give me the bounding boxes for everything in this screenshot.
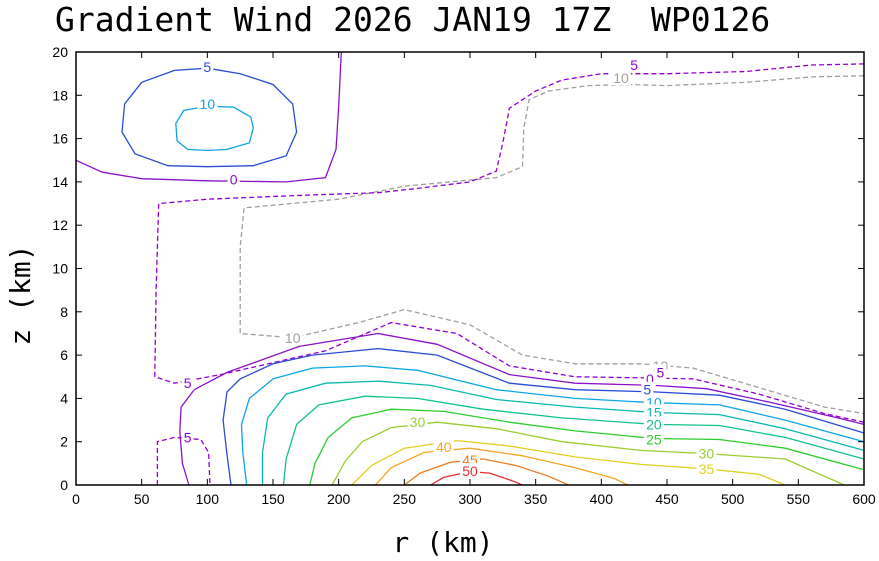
y-tick-label-8: 8: [60, 304, 68, 320]
x-tick-label-250: 250: [393, 491, 417, 507]
contour-label-bg--5-1: [181, 375, 194, 391]
contour-label-bg--10-1: [282, 329, 303, 345]
contour-label-0-0: 0: [230, 172, 238, 188]
contour-label-5-1: 5: [643, 382, 651, 398]
contour-label-bg--5-0: [628, 56, 641, 72]
y-tick-label-16: 16: [52, 131, 68, 147]
x-tick-label-150: 150: [261, 491, 285, 507]
contour-line-10-1: [240, 365, 865, 486]
contour-line-5-0: [121, 67, 298, 168]
contour-labels: 101010555500551010152025303035404550: [181, 56, 717, 479]
contour-label-10-0: 10: [200, 96, 216, 112]
x-tick-label-350: 350: [524, 491, 548, 507]
x-tick-label-500: 500: [721, 491, 745, 507]
y-tick-label-0: 0: [60, 477, 68, 493]
x-tick-label-300: 300: [458, 491, 482, 507]
y-tick-label-4: 4: [60, 390, 68, 406]
x-tick-label-600: 600: [852, 491, 876, 507]
y-tick-label-20: 20: [52, 44, 68, 60]
x-axis-ticks: 0 50 100 150 200 250 300 350 400 450 500 550 600: [72, 52, 876, 507]
contour-line-20-0: [282, 395, 865, 486]
contour-label-bg-10-0: [197, 95, 218, 111]
contour-label-0-1: 0: [646, 371, 654, 387]
contour-line-45-0: [403, 458, 569, 486]
contour-label--10-1: 10: [285, 330, 301, 346]
x-tick-label-200: 200: [327, 491, 351, 507]
contour-label-bg-30-0: [407, 414, 428, 430]
contour-line-0-1: [179, 332, 865, 486]
contour-line-40-0: [374, 447, 628, 486]
contour-line-5-1: [222, 347, 865, 486]
contour-line-0-0: [75, 51, 342, 183]
contour-label--5-3: 5: [657, 364, 665, 380]
contour-label-bg-20-0: [643, 416, 664, 432]
x-tick-label-550: 550: [787, 491, 811, 507]
contour-label-bg-35-0: [696, 460, 717, 476]
contour-label-bg-30-1: [696, 445, 717, 461]
contour-label--5-1: 5: [184, 375, 192, 391]
contour-line-30-0: [331, 421, 845, 486]
y-tick-label-14: 14: [52, 174, 68, 190]
contour-line-10-0: [175, 105, 254, 152]
contour-label-35-0: 35: [699, 461, 715, 477]
contour-label-bg--5-3: [654, 364, 667, 380]
x-axis-label: r (km): [392, 526, 493, 559]
contour-line-35-0: [351, 439, 786, 486]
contour-label-bg-50-0: [460, 462, 480, 478]
contour-label-5-0: 5: [203, 59, 211, 75]
x-tick-label-100: 100: [196, 491, 220, 507]
y-axis-ticks: 0 2 4 6 8 10 12 14 16 18 20: [52, 44, 864, 493]
contour-label-bg-0-0: [227, 171, 240, 187]
y-tick-label-2: 2: [60, 434, 68, 450]
contour-label-bg-15-0: [643, 404, 664, 420]
contour-label-bg-25-0: [643, 431, 664, 447]
contour-label-30-1: 30: [699, 446, 715, 462]
x-tick-label-50: 50: [134, 491, 150, 507]
x-tick-label-400: 400: [590, 491, 614, 507]
contour-label--5-0: 5: [630, 57, 638, 73]
contour-line-15-0: [261, 380, 865, 485]
y-tick-label-6: 6: [60, 347, 68, 363]
contour-label-30-0: 30: [410, 414, 426, 430]
y-tick-label-12: 12: [52, 217, 68, 233]
contour-line--10-0: [239, 75, 865, 415]
x-tick-label-450: 450: [655, 491, 679, 507]
contour-label-bg--10-0: [611, 69, 632, 85]
contour-lines: [75, 51, 865, 486]
y-axis-label: z (km): [4, 244, 37, 345]
contour-line-25-0: [309, 408, 865, 486]
contour-line--5-0: [154, 63, 865, 423]
y-tick-label-10: 10: [52, 261, 68, 277]
contour-label-25-0: 25: [646, 432, 662, 448]
contour-label-bg--5-2: [181, 429, 194, 445]
contour-label-40-0: 40: [436, 439, 452, 455]
contour-label-bg-5-0: [201, 59, 214, 75]
contour-label-bg-40-0: [433, 439, 454, 455]
y-tick-label-18: 18: [52, 87, 68, 103]
contour-label-20-0: 20: [646, 416, 662, 432]
chart-title: Gradient Wind 2026 JAN19 17Z WP0126: [55, 0, 770, 39]
x-tick-label-0: 0: [72, 491, 80, 507]
contour-label--5-2: 5: [184, 429, 192, 445]
contour-label-50-0: 50: [462, 463, 478, 479]
contour-label-bg-5-1: [641, 381, 654, 397]
contour-label--10-0: 10: [613, 70, 629, 86]
